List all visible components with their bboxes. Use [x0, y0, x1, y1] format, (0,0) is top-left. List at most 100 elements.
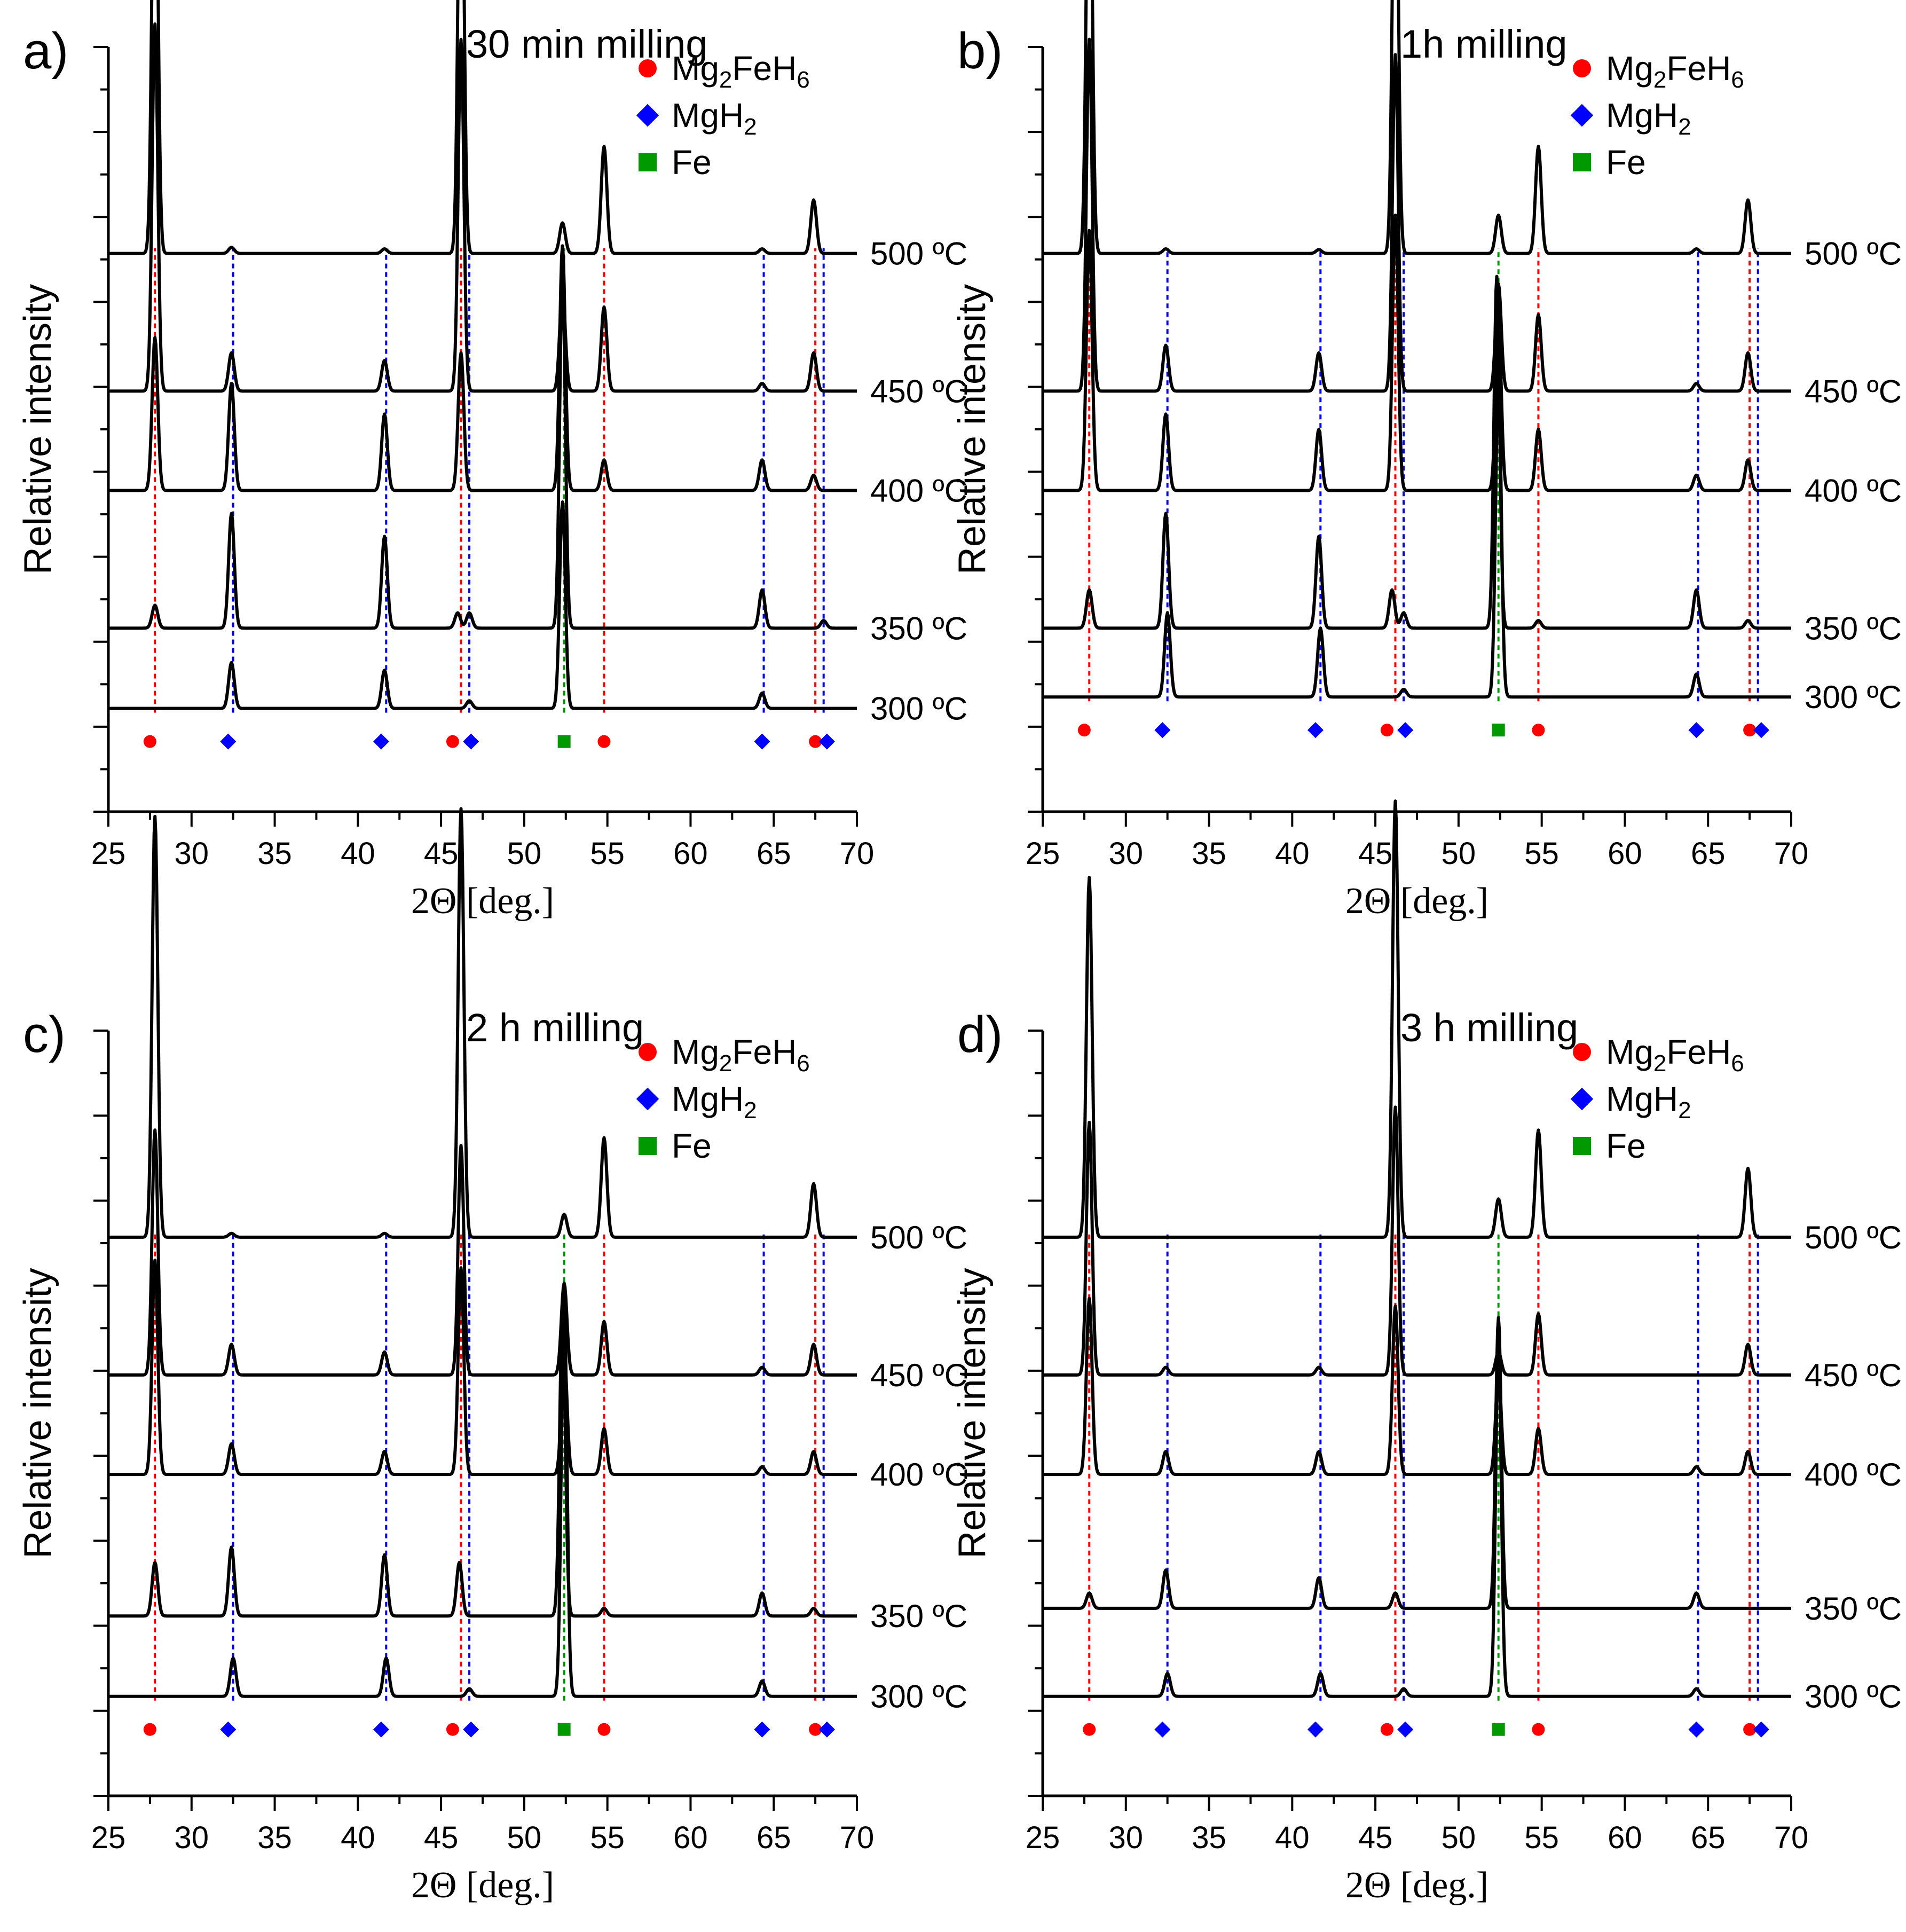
pattern-temperature-label: 450 ºC	[870, 373, 967, 409]
y-axis-label: Relative intensity	[951, 1268, 994, 1558]
x-tick-label: 60	[1608, 836, 1642, 871]
legend-text: Fe	[672, 143, 712, 182]
x-axis-label: 2Θ [deg.]	[411, 881, 554, 922]
reference-marker-mg2feh6	[1532, 1723, 1545, 1736]
pattern-temperature-label: 500 ºC	[870, 1220, 967, 1255]
legend-marker	[1573, 59, 1591, 77]
x-tick-label: 30	[175, 1820, 209, 1855]
y-axis-label: Relative intensity	[17, 284, 59, 575]
x-tick-label: 45	[1358, 1820, 1393, 1855]
legend-marker	[639, 153, 657, 171]
x-tick-label: 70	[840, 836, 875, 871]
reference-marker-mgh2	[1397, 722, 1414, 739]
xrd-pattern-line	[1042, 799, 1792, 1239]
legend-label: MgH2	[672, 1080, 757, 1124]
legend-text: FeH	[732, 1033, 797, 1071]
pattern-temperature-label: 400 ºC	[870, 473, 967, 509]
legend-text: Fe	[672, 1127, 712, 1165]
reference-marker-mg2feh6	[143, 735, 156, 748]
reference-marker-fe	[1492, 1723, 1505, 1736]
x-tick-label: 70	[1774, 1820, 1809, 1855]
reference-marker-mg2feh6	[1743, 724, 1757, 737]
x-tick-label: 35	[1192, 1820, 1226, 1855]
reference-marker-mgh2	[463, 1721, 479, 1738]
legend-text: MgH	[1606, 1080, 1678, 1118]
x-tick-label: 60	[673, 1820, 708, 1855]
x-tick-label: 50	[1442, 1820, 1476, 1855]
legend-subscript: 6	[797, 1050, 809, 1077]
x-tick-label: 70	[1774, 836, 1809, 871]
legend-label: Fe	[672, 143, 712, 182]
x-tick-label: 30	[175, 836, 209, 871]
x-axis-label: 2Θ [deg.]	[1345, 881, 1488, 922]
x-tick-label: 25	[1026, 1820, 1060, 1855]
xrd-pattern-line	[1042, 1342, 1792, 1698]
reference-marker-mgh2	[1307, 722, 1324, 739]
x-tick-label: 40	[1275, 836, 1310, 871]
panel-label: d)	[957, 1006, 1003, 1063]
x-tick-label: 50	[1442, 836, 1476, 871]
pattern-temperature-label: 350 ºC	[1805, 1591, 1902, 1627]
reference-marker-mg2feh6	[809, 735, 822, 748]
xrd-pattern-line	[1042, 274, 1792, 630]
x-tick-label: 40	[1275, 1820, 1310, 1855]
reference-marker-fe	[557, 1723, 571, 1736]
pattern-temperature-label: 400 ºC	[870, 1457, 967, 1493]
reference-marker-mgh2	[373, 733, 389, 750]
xrd-pattern-line	[107, 274, 858, 630]
reference-marker-mg2feh6	[1083, 1723, 1096, 1736]
reference-marker-mgh2	[463, 733, 479, 750]
reference-marker-mgh2	[1753, 722, 1769, 739]
legend-label: Mg2FeH6	[672, 49, 810, 93]
x-tick-label: 60	[1608, 1820, 1642, 1855]
legend-subscript: 6	[1731, 67, 1744, 93]
reference-marker-mgh2	[754, 1721, 770, 1738]
legend-text: Fe	[1606, 143, 1646, 182]
legend-text: FeH	[1666, 1033, 1731, 1071]
xrd-pattern-line	[107, 244, 858, 492]
legend-subscript: 2	[1678, 114, 1691, 140]
panel-label: b)	[957, 22, 1003, 80]
x-tick-label: 55	[1524, 836, 1559, 871]
panel-b: 25 30 35 40 45 50 55 60 65 70 2Θ [deg.] Relative in…	[951, 0, 1902, 922]
legend-text: FeH	[732, 49, 797, 88]
legend-text: MgH	[672, 96, 744, 135]
pattern-temperature-label: 300 ºC	[870, 1679, 967, 1715]
pattern-temperature-label: 400 ºC	[1805, 473, 1902, 509]
legend-label: MgH2	[672, 96, 757, 140]
legend-subscript: 2	[1653, 67, 1666, 93]
xrd-pattern-line	[1042, 1316, 1792, 1610]
legend-marker	[639, 1043, 657, 1061]
reference-marker-mgh2	[1154, 1721, 1171, 1738]
reference-marker-mgh2	[754, 733, 770, 750]
panel-title: 3 h milling	[1400, 1006, 1578, 1050]
legend-text: Mg	[1606, 49, 1653, 88]
legend-marker	[1570, 1087, 1594, 1111]
reference-marker-mgh2	[220, 733, 237, 750]
xrd-pattern-line	[107, 1308, 858, 1618]
legend-marker	[1573, 153, 1591, 171]
reference-marker-fe	[1492, 724, 1505, 737]
reference-marker-mgh2	[818, 733, 835, 750]
x-tick-label: 55	[590, 836, 625, 871]
panel-c: 25 30 35 40 45 50 55 60 65 70 2Θ [deg.] Relative in…	[17, 807, 967, 1906]
reference-marker-mgh2	[1397, 1721, 1414, 1738]
x-tick-label: 40	[341, 836, 375, 871]
pattern-temperature-label: 300 ºC	[870, 691, 967, 727]
reference-marker-mgh2	[373, 1721, 389, 1738]
panel-title: 1h milling	[1400, 22, 1568, 66]
reference-marker-mg2feh6	[143, 1723, 156, 1736]
reference-marker-mg2feh6	[597, 1723, 611, 1736]
legend-subscript: 2	[1653, 1050, 1666, 1077]
legend-marker	[639, 59, 657, 77]
pattern-temperature-label: 450 ºC	[1805, 1357, 1902, 1393]
reference-marker-mg2feh6	[446, 735, 459, 748]
reference-marker-mg2feh6	[1532, 724, 1545, 737]
x-tick-label: 65	[757, 1820, 791, 1855]
x-tick-label: 35	[1192, 836, 1226, 871]
xrd-pattern-line	[1042, 37, 1792, 393]
xrd-pattern-line	[1042, 0, 1792, 255]
reference-marker-mgh2	[1688, 1721, 1705, 1738]
reference-marker-mgh2	[1688, 722, 1705, 739]
